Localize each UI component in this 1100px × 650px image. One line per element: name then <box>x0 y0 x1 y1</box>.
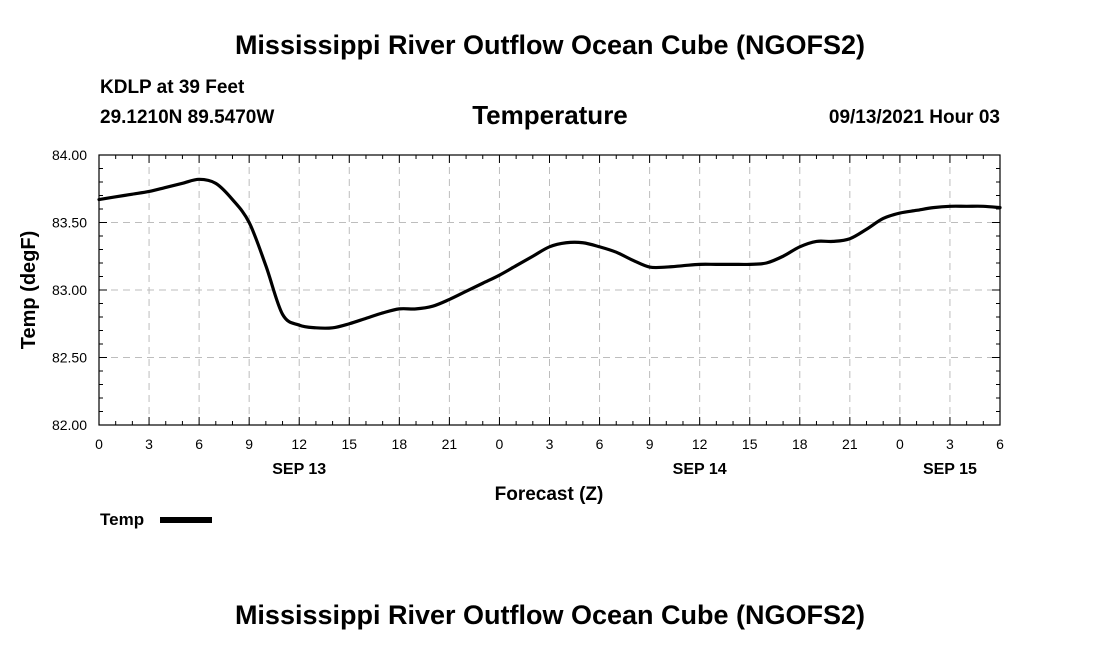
x-tick-label: 3 <box>546 436 554 452</box>
date-label: SEP 14 <box>673 461 727 478</box>
x-tick-label: 6 <box>596 436 604 452</box>
y-tick-label: 83.50 <box>52 215 87 231</box>
x-tick-label: 9 <box>245 436 253 452</box>
x-tick-label: 3 <box>946 436 954 452</box>
x-tick-label: 0 <box>896 436 904 452</box>
date-label: SEP 15 <box>923 461 977 478</box>
x-tick-label: 6 <box>996 436 1004 452</box>
x-tick-label: 21 <box>442 436 458 452</box>
forecast-datetime: 09/13/2021 Hour 03 <box>828 107 1000 128</box>
x-tick-label: 6 <box>195 436 203 452</box>
tick-labels: 0 3 6 9 12 15 18 21 0 3 6 9 12 15 18 21 0 3 6 82.00 82.50 83.… <box>52 147 1004 478</box>
x-tick-label: 15 <box>742 436 758 452</box>
y-tick-label: 83.00 <box>52 282 87 298</box>
x-tick-label: 18 <box>792 436 808 452</box>
chart-title: Mississippi River Outflow Ocean Cube (NG… <box>234 30 866 60</box>
x-tick-label: 9 <box>646 436 654 452</box>
x-tick-label: 0 <box>95 436 103 452</box>
variable-title: Temperature <box>472 100 628 130</box>
x-tick-label: 15 <box>341 436 357 452</box>
x-axis-label: Forecast (Z) <box>495 484 604 505</box>
station-label: KDLP at 39 Feet <box>100 77 245 98</box>
y-tick-label: 82.50 <box>52 350 87 366</box>
x-tick-label: 12 <box>692 436 708 452</box>
plot-area-frame <box>98 154 1001 426</box>
y-tick-label: 84.00 <box>52 147 87 163</box>
x-tick-label: 21 <box>842 436 858 452</box>
legend-line-swatch <box>160 517 212 523</box>
grid-lines <box>99 155 1000 425</box>
date-label: SEP 13 <box>272 461 326 478</box>
temp-series-line <box>97 177 1002 330</box>
legend-label: Temp <box>100 510 144 529</box>
y-tick-label: 82.00 <box>52 417 87 433</box>
x-tick-label: 12 <box>291 436 307 452</box>
x-tick-label: 3 <box>145 436 153 452</box>
x-tick-label: 18 <box>392 436 408 452</box>
footer-title: Mississippi River Outflow Ocean Cube (NG… <box>234 600 866 630</box>
coordinates-label: 29.1210N 89.5470W <box>100 107 275 128</box>
x-tick-label: 0 <box>496 436 504 452</box>
y-axis-label: Temp (degF) <box>18 231 40 350</box>
